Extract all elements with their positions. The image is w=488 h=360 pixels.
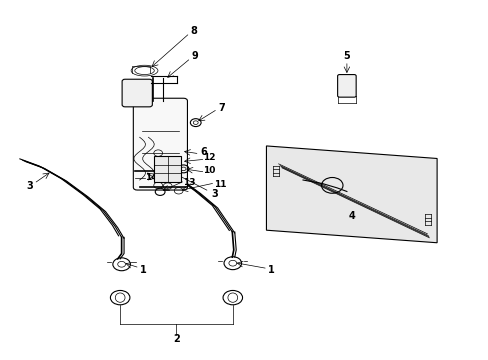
FancyBboxPatch shape (122, 79, 152, 107)
Text: 2: 2 (173, 334, 180, 344)
FancyBboxPatch shape (337, 75, 355, 97)
Polygon shape (266, 146, 436, 243)
Text: 11: 11 (213, 180, 226, 189)
Text: 7: 7 (218, 103, 225, 113)
Text: 10: 10 (203, 166, 215, 175)
Text: 12: 12 (203, 153, 215, 162)
Text: 3: 3 (26, 181, 33, 192)
FancyBboxPatch shape (133, 98, 187, 190)
Text: 6: 6 (200, 147, 206, 157)
Text: 5: 5 (343, 51, 349, 61)
Text: 1: 1 (268, 265, 275, 275)
Text: 13: 13 (183, 177, 195, 186)
Bar (154, 156, 181, 182)
Text: 4: 4 (347, 211, 354, 221)
Text: 1: 1 (140, 265, 146, 275)
Text: 8: 8 (190, 26, 197, 36)
Text: 3: 3 (210, 189, 217, 199)
Text: 14: 14 (144, 173, 157, 182)
Text: 9: 9 (191, 51, 198, 61)
